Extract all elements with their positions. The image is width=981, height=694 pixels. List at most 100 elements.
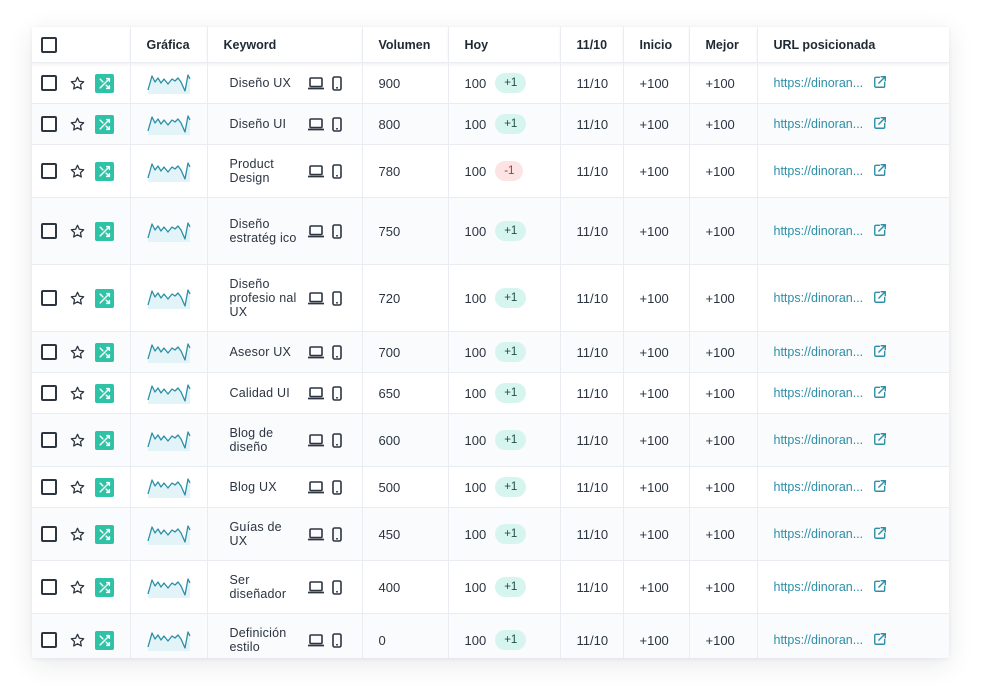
- row-checkbox[interactable]: [41, 579, 57, 595]
- sparkline-icon[interactable]: [146, 73, 191, 98]
- laptop-icon[interactable]: [307, 291, 324, 305]
- table-row[interactable]: Blog UX 500 100 +1 11/10 +100 +100 https://dino…: [32, 466, 949, 508]
- shuffle-icon[interactable]: [95, 524, 114, 544]
- laptop-icon[interactable]: [307, 164, 324, 178]
- sparkline-icon[interactable]: [146, 114, 191, 139]
- laptop-icon[interactable]: [307, 224, 324, 238]
- mobile-icon[interactable]: [331, 290, 342, 306]
- star-icon[interactable]: [69, 526, 86, 543]
- header-grafica[interactable]: Gráfica: [130, 27, 208, 63]
- table-row[interactable]: Diseño UI 800 100 +1 11/10 +100 +100 https://di…: [32, 103, 949, 145]
- sparkline-icon[interactable]: [146, 577, 191, 602]
- mobile-icon[interactable]: [331, 116, 342, 132]
- url-link[interactable]: https://dinoran...: [773, 480, 864, 494]
- row-checkbox[interactable]: [41, 290, 57, 306]
- external-link-icon[interactable]: [873, 479, 887, 496]
- table-row[interactable]: Blog de diseño 600 100 +1 11/10 +100 +100 https…: [32, 413, 949, 467]
- mobile-icon[interactable]: [331, 223, 342, 239]
- shuffle-icon[interactable]: [95, 477, 114, 497]
- table-row[interactable]: Diseño profesio nal UX 720 100 +1 11/10 +100 +…: [32, 264, 949, 332]
- table-row[interactable]: Diseño UX 900 100 +1 11/10 +100 +100 https://di…: [32, 62, 949, 104]
- url-link[interactable]: https://dinoran...: [773, 76, 864, 90]
- external-link-icon[interactable]: [873, 75, 887, 92]
- mobile-icon[interactable]: [331, 632, 342, 648]
- laptop-icon[interactable]: [307, 76, 324, 90]
- sparkline-icon[interactable]: [146, 430, 191, 455]
- laptop-icon[interactable]: [307, 633, 324, 647]
- star-icon[interactable]: [69, 579, 86, 596]
- url-link[interactable]: https://dinoran...: [773, 527, 864, 541]
- url-link[interactable]: https://dinoran...: [773, 345, 864, 359]
- laptop-icon[interactable]: [307, 386, 324, 400]
- row-checkbox[interactable]: [41, 344, 57, 360]
- row-checkbox[interactable]: [41, 432, 57, 448]
- shuffle-icon[interactable]: [95, 221, 114, 241]
- shuffle-icon[interactable]: [95, 630, 114, 650]
- external-link-icon[interactable]: [873, 163, 887, 180]
- sparkline-icon[interactable]: [146, 630, 191, 655]
- sparkline-icon[interactable]: [146, 477, 191, 502]
- mobile-icon[interactable]: [331, 432, 342, 448]
- mobile-icon[interactable]: [331, 75, 342, 91]
- star-icon[interactable]: [69, 163, 86, 180]
- external-link-icon[interactable]: [873, 223, 887, 240]
- table-row[interactable]: Ser diseñador 400 100 +1 11/10 +100 +100 https:…: [32, 560, 949, 614]
- table-row[interactable]: Asesor UX 700 100 +1 11/10 +100 +100 https://di…: [32, 331, 949, 373]
- shuffle-icon[interactable]: [95, 114, 114, 134]
- sparkline-icon[interactable]: [146, 161, 191, 186]
- url-link[interactable]: https://dinoran...: [773, 117, 864, 131]
- external-link-icon[interactable]: [873, 432, 887, 449]
- table-row[interactable]: Diseño estratég ico 750 100 +1 11/10 +100 +100…: [32, 197, 949, 265]
- star-icon[interactable]: [69, 290, 86, 307]
- external-link-icon[interactable]: [873, 116, 887, 133]
- url-link[interactable]: https://dinoran...: [773, 386, 864, 400]
- header-mejor[interactable]: Mejor: [689, 27, 758, 63]
- mobile-icon[interactable]: [331, 479, 342, 495]
- sparkline-icon[interactable]: [146, 524, 191, 549]
- star-icon[interactable]: [69, 432, 86, 449]
- laptop-icon[interactable]: [307, 117, 324, 131]
- header-date[interactable]: 11/10: [560, 27, 624, 63]
- header-inicio[interactable]: Inicio: [623, 27, 690, 63]
- external-link-icon[interactable]: [873, 526, 887, 543]
- row-checkbox[interactable]: [41, 479, 57, 495]
- external-link-icon[interactable]: [873, 344, 887, 361]
- shuffle-icon[interactable]: [95, 73, 114, 93]
- star-icon[interactable]: [69, 75, 86, 92]
- sparkline-icon[interactable]: [146, 383, 191, 408]
- star-icon[interactable]: [69, 479, 86, 496]
- row-checkbox[interactable]: [41, 632, 57, 648]
- star-icon[interactable]: [69, 116, 86, 133]
- header-url[interactable]: URL posicionada: [757, 27, 949, 63]
- header-volumen[interactable]: Volumen: [362, 27, 449, 63]
- table-row[interactable]: Product Design 780 100 -1 11/10 +100 +100 https…: [32, 144, 949, 198]
- star-icon[interactable]: [69, 385, 86, 402]
- star-icon[interactable]: [69, 223, 86, 240]
- laptop-icon[interactable]: [307, 580, 324, 594]
- row-checkbox[interactable]: [41, 75, 57, 91]
- sparkline-icon[interactable]: [146, 288, 191, 313]
- url-link[interactable]: https://dinoran...: [773, 433, 864, 447]
- external-link-icon[interactable]: [873, 385, 887, 402]
- header-keyword[interactable]: Keyword: [207, 27, 363, 63]
- laptop-icon[interactable]: [307, 345, 324, 359]
- header-hoy[interactable]: Hoy: [448, 27, 561, 63]
- row-checkbox[interactable]: [41, 223, 57, 239]
- url-link[interactable]: https://dinoran...: [773, 580, 864, 594]
- sparkline-icon[interactable]: [146, 342, 191, 367]
- mobile-icon[interactable]: [331, 526, 342, 542]
- row-checkbox[interactable]: [41, 116, 57, 132]
- url-link[interactable]: https://dinoran...: [773, 633, 864, 647]
- table-row[interactable]: Calidad UI 650 100 +1 11/10 +100 +100 https://d…: [32, 372, 949, 414]
- mobile-icon[interactable]: [331, 163, 342, 179]
- sparkline-icon[interactable]: [146, 221, 191, 246]
- row-checkbox[interactable]: [41, 163, 57, 179]
- laptop-icon[interactable]: [307, 527, 324, 541]
- shuffle-icon[interactable]: [95, 383, 114, 403]
- mobile-icon[interactable]: [331, 579, 342, 595]
- table-row[interactable]: Guías de UX 450 100 +1 11/10 +100 +100 https://…: [32, 507, 949, 561]
- star-icon[interactable]: [69, 344, 86, 361]
- row-checkbox[interactable]: [41, 385, 57, 401]
- external-link-icon[interactable]: [873, 632, 887, 649]
- star-icon[interactable]: [69, 632, 86, 649]
